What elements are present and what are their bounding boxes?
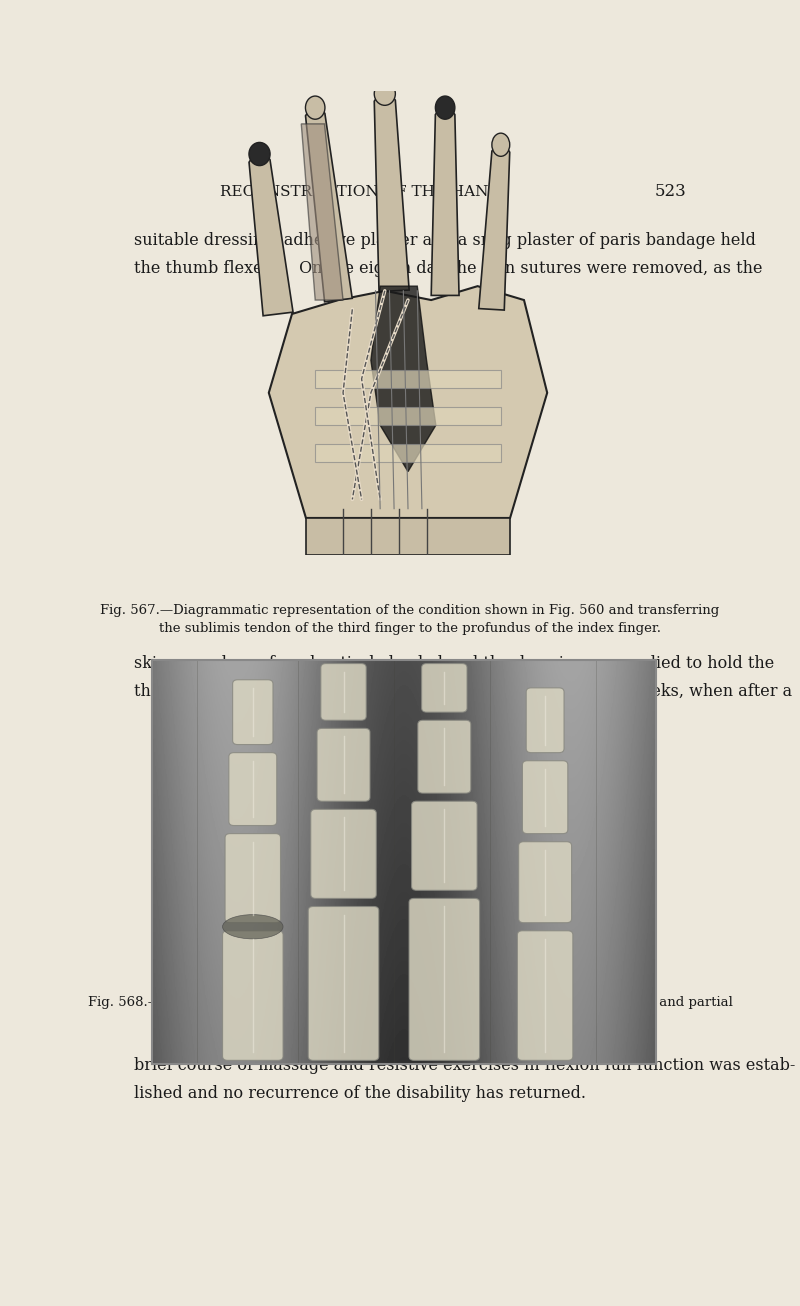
Polygon shape [371,286,436,471]
FancyBboxPatch shape [308,906,379,1060]
Polygon shape [306,518,510,555]
FancyBboxPatch shape [321,663,366,721]
Ellipse shape [435,97,455,119]
Text: the sublimis tendon of the third finger to the profundus of the index finger.: the sublimis tendon of the third finger … [159,623,661,635]
Polygon shape [478,138,510,310]
FancyBboxPatch shape [222,931,283,1060]
Ellipse shape [492,133,510,157]
FancyBboxPatch shape [422,663,467,712]
FancyBboxPatch shape [518,841,571,922]
Text: lished and no recurrence of the disability has returned.: lished and no recurrence of the disabili… [134,1085,586,1102]
Polygon shape [431,101,459,295]
Polygon shape [306,101,352,302]
Text: destruction of the metacarpophalangeal joint.: destruction of the metacarpophalangeal j… [256,1015,564,1028]
FancyBboxPatch shape [526,688,564,752]
Polygon shape [315,406,501,426]
Text: brief course of massage and resistive exercises in flexion full function was est: brief course of massage and resistive ex… [134,1057,795,1074]
Polygon shape [249,148,293,316]
Polygon shape [374,86,409,291]
FancyBboxPatch shape [518,931,573,1060]
Polygon shape [315,444,501,462]
Polygon shape [302,124,343,300]
Text: skin wound was found entirely healed and the dressings re-applied to hold the: skin wound was found entirely healed and… [134,654,774,671]
FancyBboxPatch shape [225,833,281,922]
FancyBboxPatch shape [233,679,273,744]
FancyBboxPatch shape [411,801,477,891]
Text: RECONSTRUCTION OF THE HAND: RECONSTRUCTION OF THE HAND [220,185,501,199]
Ellipse shape [249,142,270,166]
Text: the thumb flexed.  On the eighth day the skin sutures were removed, as the: the thumb flexed. On the eighth day the … [134,260,762,277]
FancyBboxPatch shape [317,729,370,801]
Text: suitable dressing, adhesive plaster and a snug plaster of paris bandage held: suitable dressing, adhesive plaster and … [134,232,756,249]
Text: Fig. 568.—Roentgenogram of patient with severed flexor tendons of the index fing: Fig. 568.—Roentgenogram of patient with … [87,996,733,1010]
FancyBboxPatch shape [229,752,277,825]
Ellipse shape [222,914,283,939]
Ellipse shape [306,97,325,119]
FancyBboxPatch shape [310,810,376,899]
Polygon shape [269,286,547,518]
FancyBboxPatch shape [522,760,568,833]
Text: 523: 523 [654,183,686,200]
Text: Fig. 567.—Diagrammatic representation of the condition shown in Fig. 560 and tra: Fig. 567.—Diagrammatic representation of… [100,605,720,618]
Text: thumb in the flexed position, which was maintained for four weeks, when after a: thumb in the flexed position, which was … [134,683,792,700]
Ellipse shape [374,82,395,106]
FancyBboxPatch shape [409,899,480,1060]
Polygon shape [315,370,501,388]
FancyBboxPatch shape [418,721,470,793]
